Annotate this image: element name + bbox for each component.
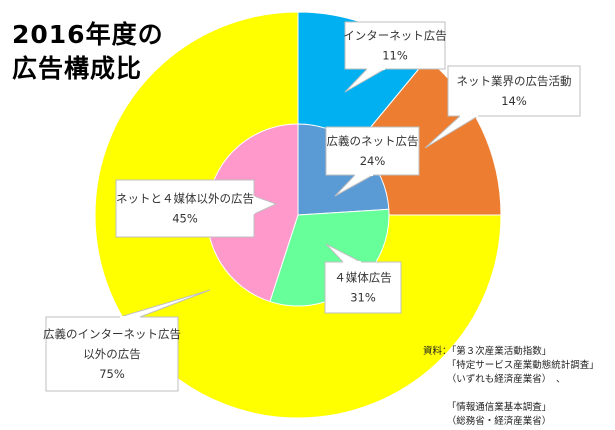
data-label-text: 広義のインターネット広告 [43,327,181,341]
callout-net-industry: ネット業界の広告活動 14% [424,65,581,149]
data-label-text: ネットと４媒体以外の広告 [116,192,254,206]
callout-box [115,179,255,238]
data-label-value: 14% [501,94,527,108]
callout-four-media: ４媒体広告 31% [324,243,402,314]
data-label-value: 75% [99,367,125,381]
data-label-value: 45% [172,212,198,226]
chart-title-line-2: 広告構成比 [12,54,143,83]
callout-box [325,126,420,176]
data-label-value: 11% [382,49,408,63]
chart-title-line-1: 2016年度の [12,20,164,49]
data-label-text: ４媒体広告 [334,271,392,285]
callout-net-and-4media-other: ネットと４媒体以外の広告 45% [115,179,278,238]
data-label-value: 31% [350,291,376,305]
callout-box [447,65,581,117]
chart-title: 2016年度の 広告構成比 [12,18,164,86]
callout-box [344,21,446,70]
callout-internet-ad: インターネット広告 11% [343,21,447,93]
data-label-text: ネット業界の広告活動 [457,74,572,88]
callout-box [45,316,179,392]
callout-box [324,261,402,314]
data-label-value: 24% [360,154,386,168]
data-label-text: インターネット広告 [343,29,447,43]
callout-broad-net: 広義のネット広告 24% [325,126,420,197]
data-label-text: 以外の広告 [83,347,141,361]
data-label-text: 広義のネット広告 [327,134,419,148]
source-note: 資料：「第３次産業活動指数」 「特定サービス産業動態統計調査」 （いずれも経済産… [423,346,599,427]
